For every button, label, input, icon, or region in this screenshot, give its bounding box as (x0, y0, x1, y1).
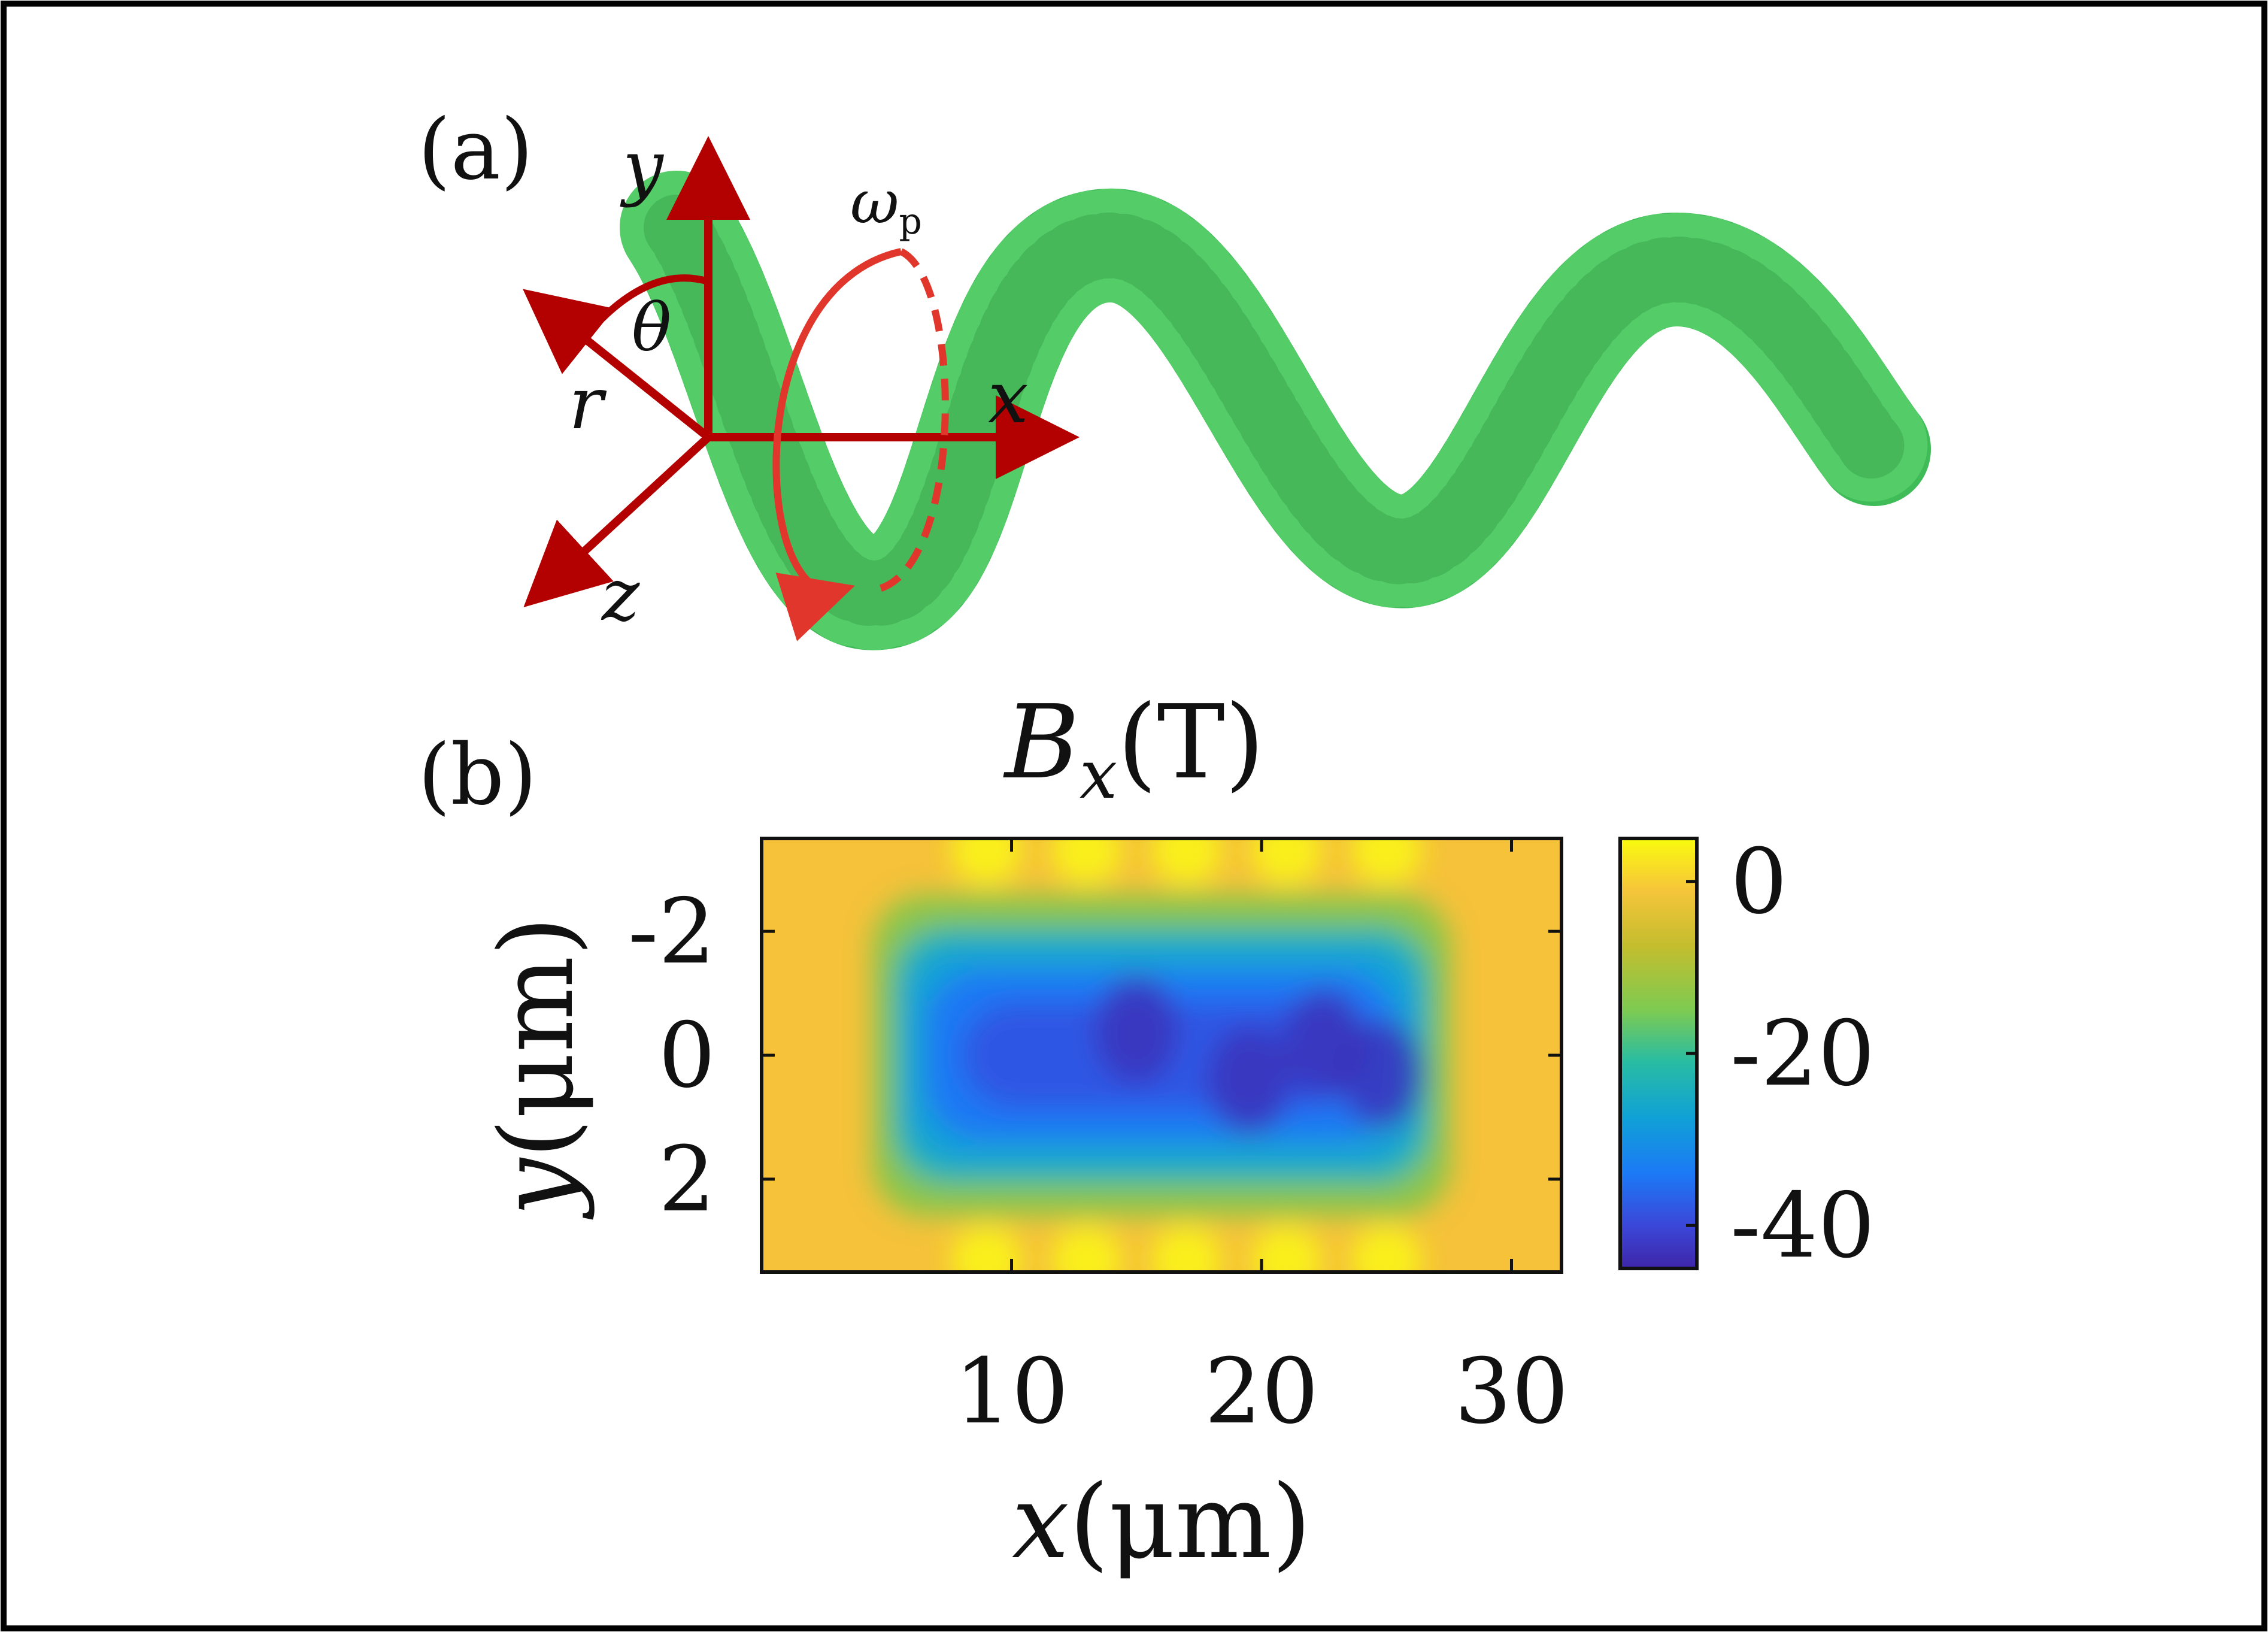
edge-lobe-top-2 (1150, 838, 1223, 884)
panel-a: (a) y x z r θ ωp (418, 101, 1931, 650)
panel-a-label: (a) (418, 101, 533, 199)
title-main: B (1003, 683, 1080, 802)
x-tick-label: 30 (1454, 1340, 1569, 1444)
rotation-arc-solid (772, 248, 902, 641)
z-axis-arrow (523, 434, 711, 607)
title-unit: (T) (1117, 683, 1265, 802)
omega-subscript: p (899, 201, 922, 243)
edge-lobe-bottom-2 (1150, 1227, 1223, 1272)
edge-lobe-bottom-1 (1050, 1227, 1123, 1272)
y-axis-title-unit: (μm) (478, 916, 596, 1158)
edge-lobe-bottom-3 (1250, 1227, 1323, 1272)
edge-lobe-top-1 (1050, 838, 1123, 884)
edge-lobe-top-0 (950, 838, 1023, 884)
heatmap-axes: 10 20 30 -2 0 2 (628, 838, 1569, 1444)
omega-label: ωp (850, 167, 922, 243)
edge-lobe-bottom-0 (950, 1227, 1023, 1272)
field-minimum-1 (1207, 1026, 1291, 1134)
chart-title: Bx(T) (1003, 683, 1265, 814)
colorbar-tick-label: -20 (1730, 1002, 1875, 1106)
y-axis-title: y(μm) (478, 916, 596, 1220)
theta-label: θ (632, 289, 671, 366)
y-axis-title-var: y (478, 1157, 596, 1220)
panel-b-label: (b) (418, 726, 537, 824)
rotation-indicator: ωp (772, 167, 949, 641)
y-tick-label: -2 (628, 880, 715, 984)
y-tick-label: 0 (659, 1004, 715, 1108)
colorbar (1618, 837, 1699, 1270)
edge-lobe-top-4 (1350, 838, 1423, 884)
x-axis-title-var: x (1012, 1463, 1069, 1582)
edge-lobe-bottom-4 (1350, 1227, 1423, 1272)
colorbar-tick-label: 0 (1730, 830, 1787, 934)
x-axis-title-unit: (μm) (1069, 1463, 1311, 1582)
edge-lobe-top-3 (1250, 838, 1323, 884)
y-tick-label: 2 (659, 1128, 715, 1232)
field-minimum-0 (1094, 976, 1179, 1085)
x-axis-label: x (988, 356, 1029, 440)
r-vector-arrow (523, 289, 711, 441)
theta-arc (581, 274, 709, 341)
panel-b: (b) Bx(T) 10 20 30-202 y(μm) x(μm) 0-20-40 (418, 683, 1875, 1582)
coordinate-system: y x z r θ (523, 126, 1080, 637)
x-tick-label: 20 (1205, 1340, 1319, 1444)
field-minimum-3 (1339, 1020, 1424, 1128)
heatmap (762, 838, 1561, 1272)
colorbar-tick-label: -40 (1730, 1174, 1875, 1278)
omega-symbol: ω (850, 167, 899, 237)
r-label: r (569, 362, 607, 446)
y-axis-label: y (620, 126, 665, 209)
rotation-arc-dashed (873, 248, 949, 594)
x-tick-label: 10 (954, 1340, 1069, 1444)
colorbar-axis: 0 -20 -40 (1686, 830, 1875, 1278)
z-axis-label: z (601, 554, 640, 637)
heatmap-field (871, 838, 1452, 1272)
x-axis-title: x(μm) (1012, 1463, 1311, 1582)
title-sub: x (1080, 736, 1117, 814)
